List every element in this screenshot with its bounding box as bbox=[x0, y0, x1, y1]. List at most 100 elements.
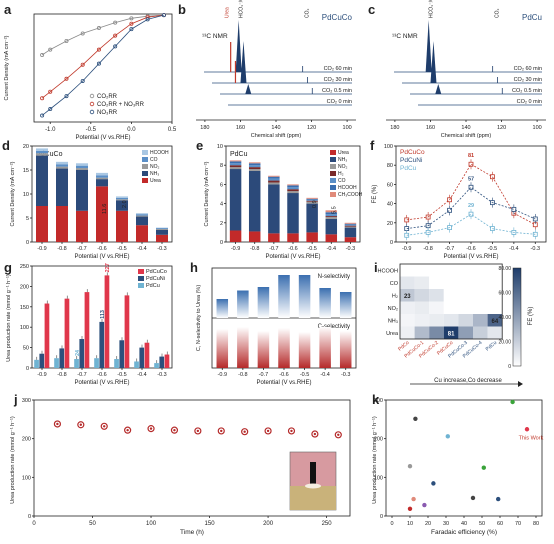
panel-d-bar-segment bbox=[116, 197, 128, 200]
panel-h-bar-n bbox=[319, 288, 331, 318]
panel-i-cell bbox=[400, 314, 415, 327]
panel-h-bar-c bbox=[237, 327, 249, 368]
panel-i-cell bbox=[473, 314, 488, 327]
panel-i-cell bbox=[443, 289, 459, 302]
panel-i-cbar-tick: 20.00 bbox=[498, 340, 511, 346]
panel-letter-f: f bbox=[370, 138, 375, 153]
panel-e-bar-segment bbox=[344, 226, 357, 228]
panel-i-cbar-tick: 0 bbox=[508, 364, 511, 370]
panel-e-bar-segment bbox=[248, 162, 261, 164]
panel-e-legend-swatch bbox=[330, 171, 336, 176]
panel-d-yaxis-tick-label: 10 bbox=[23, 192, 29, 198]
panel-e-bar-segment bbox=[248, 231, 261, 242]
panel-e-bar-segment bbox=[306, 198, 318, 200]
panel-k-xtick-label: 80 bbox=[533, 521, 539, 527]
panel-d-annotation: 2.0 bbox=[122, 200, 128, 208]
panel-d-bar-segment bbox=[156, 229, 168, 230]
panel-g-xlabel: Potential (V vs.RHE) bbox=[74, 380, 129, 386]
panel-e-xaxis-tick-label: -0.5 bbox=[307, 246, 316, 252]
panel-e-title: PdCu bbox=[230, 151, 248, 158]
panel-g-xaxis-tick-label: -0.6 bbox=[97, 372, 106, 378]
panel-e-xaxis-tick-label: -0.6 bbox=[288, 246, 297, 252]
panel-f-point bbox=[490, 174, 495, 180]
panel-d-bar-segment bbox=[36, 153, 48, 156]
panel-e-bar-segment bbox=[325, 214, 338, 217]
panel-e-bar-segment bbox=[248, 165, 261, 168]
panel-b-nmr-label: ¹³C NMR bbox=[202, 33, 228, 40]
panel-d-bar-segment bbox=[76, 165, 88, 169]
panel-h-ylabel: C, N-selectivity to Urea (%) bbox=[196, 285, 202, 351]
panel-g-legend-label: PdCu bbox=[146, 283, 160, 289]
panel-letter-h: h bbox=[190, 260, 198, 275]
panel-g-bar bbox=[79, 339, 85, 368]
panel-b-peak-label: Urea bbox=[225, 7, 231, 18]
panel-h-bar-c bbox=[339, 331, 352, 368]
panel-f-xaxis-tick-label: -0.3 bbox=[531, 246, 540, 252]
panel-d-bar-segment bbox=[136, 213, 148, 215]
panel-d-bar-segment bbox=[96, 172, 108, 176]
panel-d-title: PdCuCo bbox=[36, 151, 63, 158]
panel-j-point-core bbox=[220, 429, 223, 433]
panel-i-cell bbox=[400, 289, 415, 302]
panel-f-yaxis-tick-label: 40 bbox=[387, 202, 393, 208]
panel-e-bar-segment bbox=[229, 163, 242, 166]
panel-e-annotation: 0.9 bbox=[312, 200, 318, 208]
panel-i-cbar-tick: 80.00 bbox=[498, 266, 511, 272]
panel-d-bar-segment bbox=[76, 210, 88, 242]
panel-i-cell bbox=[473, 276, 488, 289]
panel-d-bar-segment bbox=[156, 234, 168, 242]
panel-b-trace-label: CO₂ 60 min bbox=[324, 66, 352, 72]
panel-c-peak bbox=[435, 84, 442, 94]
panel-e-xaxis-tick-label: -0.9 bbox=[231, 246, 240, 252]
panel-g-bar bbox=[104, 275, 110, 368]
panel-letter-j: j bbox=[13, 392, 18, 407]
panel-h-xaxis-tick-label: -0.5 bbox=[300, 372, 309, 378]
panel-k-this-work: This Work bbox=[519, 435, 544, 441]
panel-g-yaxis-tick-label: 250 bbox=[20, 264, 29, 270]
panel-d-bar-segment bbox=[76, 170, 88, 211]
panel-j-inset-electrode bbox=[310, 462, 316, 484]
panel-g-bar bbox=[154, 363, 159, 368]
panel-d-bar-segment bbox=[96, 177, 108, 180]
panel-d-bar-segment bbox=[36, 150, 48, 154]
panel-e-bar-segment bbox=[287, 185, 299, 188]
panel-d-legend-swatch bbox=[142, 171, 148, 176]
panel-d-bar-segment bbox=[96, 179, 108, 187]
panel-a-legend-label: CO₂RR + NO₃RR bbox=[97, 102, 145, 108]
panel-e-legend-label: CH₃COOH bbox=[338, 192, 363, 198]
panel-e-xaxis-tick-label: -0.3 bbox=[346, 246, 355, 252]
panel-i-cell bbox=[458, 326, 473, 339]
panel-e-bar-segment bbox=[287, 193, 299, 234]
panel-a-series-line-0 bbox=[41, 14, 164, 56]
panel-d-xaxis-tick-label: -0.3 bbox=[157, 246, 166, 252]
panel-i-cell bbox=[414, 326, 430, 339]
panel-i-ytick-label: CO bbox=[390, 281, 399, 287]
panel-e-legend-label: CO bbox=[338, 178, 346, 184]
panel-d-legend-label: CO bbox=[150, 157, 158, 163]
panel-i-ytick-label: Urea bbox=[386, 331, 399, 337]
panel-c-xtick-label: 180 bbox=[390, 125, 399, 131]
panel-g-xaxis-tick-label: -0.9 bbox=[37, 372, 46, 378]
panel-e-bar-segment bbox=[229, 160, 242, 162]
panel-a-xtick-label: -1.0 bbox=[45, 127, 56, 133]
panel-a-legend-marker bbox=[89, 101, 95, 107]
panel-f-yaxis-tick-label: 0 bbox=[390, 240, 393, 246]
panel-i-cell bbox=[414, 264, 430, 277]
panel-h-bar-n bbox=[216, 299, 229, 318]
panel-j-point-core bbox=[196, 429, 200, 433]
panel-e-legend-swatch bbox=[330, 164, 336, 169]
panel-a-legend-label: NO₃RR bbox=[97, 110, 118, 116]
panel-i-ytick-label: HCOOH bbox=[378, 268, 399, 274]
panel-e-bar-segment bbox=[306, 232, 318, 242]
panel-g-bar bbox=[144, 342, 150, 368]
panel-g-xaxis-tick-label: -0.8 bbox=[57, 372, 66, 378]
panel-i-cbar-label: FE (%) bbox=[528, 307, 534, 326]
panel-h-bar-n bbox=[298, 275, 311, 318]
panel-b-trace-label: CO₂ 0 min bbox=[327, 99, 352, 105]
panel-i-cell bbox=[473, 264, 488, 277]
panel-f-legend-label: PdCu bbox=[400, 165, 417, 172]
panel-g-xaxis-tick-label: -0.4 bbox=[137, 372, 146, 378]
panel-g-bar bbox=[64, 298, 70, 368]
panel-d-annotation: 11.6 bbox=[102, 204, 108, 214]
panel-e-bar-segment bbox=[287, 191, 299, 194]
